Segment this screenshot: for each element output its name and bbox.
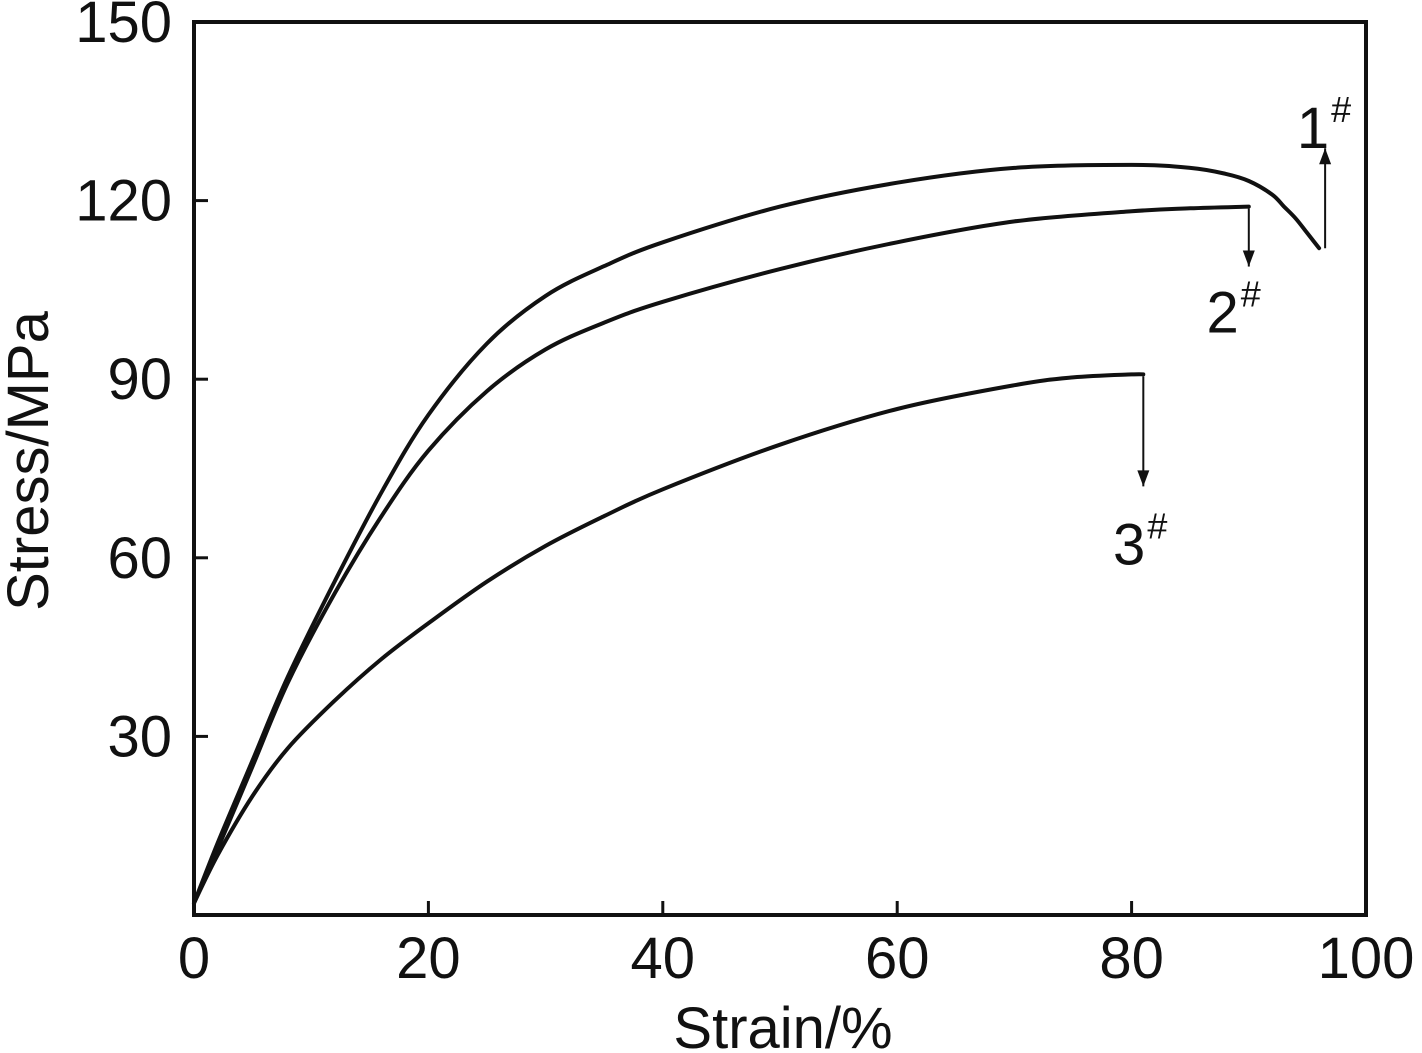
plot-frame <box>192 20 1368 917</box>
y-tick-label-150: 150 <box>75 0 172 55</box>
series-arrow-head-3 <box>1137 470 1150 487</box>
x-tick-label-100: 100 <box>1318 926 1415 991</box>
series-curve-2 <box>192 204 1251 906</box>
x-tick-label-40: 40 <box>631 926 696 991</box>
series-label-2: 2 <box>1207 281 1239 346</box>
x-tick-label-20: 20 <box>396 926 461 991</box>
series-label-sup-2: # <box>1241 274 1261 315</box>
y-axis-title: Stress/MPa <box>0 310 61 610</box>
series-curve-3 <box>192 372 1146 906</box>
series-label-1: 1 <box>1297 96 1329 161</box>
series-curve-1 <box>192 162 1322 906</box>
series-arrow-head-1 <box>1319 148 1332 165</box>
y-tick-label-60: 60 <box>107 526 172 591</box>
x-tick-label-0: 0 <box>178 926 210 991</box>
series-label-sup-3: # <box>1147 505 1167 546</box>
x-tick-label-80: 80 <box>1099 926 1164 991</box>
y-tick-label-120: 120 <box>75 169 172 234</box>
x-tick-label-60: 60 <box>865 926 930 991</box>
x-axis-title: Strain/% <box>673 996 892 1053</box>
series-label-sup-1: # <box>1331 89 1351 130</box>
y-tick-label-30: 30 <box>107 704 172 769</box>
series-arrow-head-2 <box>1242 250 1255 267</box>
series-label-3: 3 <box>1113 512 1145 577</box>
y-tick-label-90: 90 <box>107 347 172 412</box>
